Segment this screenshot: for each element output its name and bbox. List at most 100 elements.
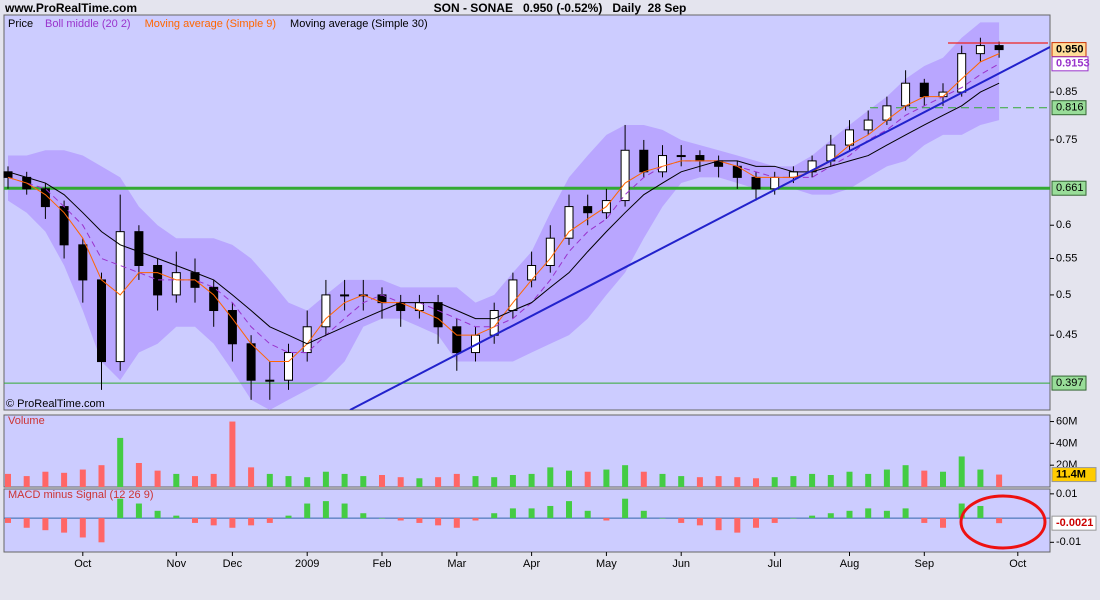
- bar: [640, 510, 647, 519]
- bar: [809, 515, 816, 519]
- level-box: [1051, 100, 1087, 116]
- last-value-box: [1051, 467, 1097, 483]
- bar: [509, 475, 516, 487]
- candle-body: [751, 176, 761, 190]
- bar: [322, 501, 329, 519]
- bar: [322, 471, 329, 487]
- bar: [341, 473, 348, 487]
- bar: [940, 471, 946, 487]
- candle-body: [115, 231, 125, 363]
- bar: [696, 518, 703, 526]
- bar: [734, 518, 741, 533]
- bar: [790, 476, 797, 487]
- candle-body: [639, 149, 649, 173]
- x-tick-label: Feb: [373, 558, 392, 570]
- bar: [360, 476, 367, 487]
- bar: [977, 469, 984, 487]
- bar: [210, 518, 217, 526]
- last-value-box: [1051, 515, 1097, 531]
- bar: [921, 518, 928, 523]
- bar: [135, 503, 142, 519]
- indicator-line: [7, 63, 1000, 354]
- y-tick-label: -0.01: [1056, 536, 1081, 548]
- candle-body: [527, 265, 537, 281]
- x-tick-label: Aug: [840, 558, 860, 570]
- indicator-box: [1051, 56, 1089, 72]
- bar: [790, 518, 797, 519]
- highlight-circle: [959, 494, 1047, 550]
- site-name: www.ProRealTime.com: [4, 1, 137, 15]
- bar: [397, 477, 404, 487]
- panel-title: MACD minus Signal (12 26 9): [8, 489, 154, 501]
- bar: [173, 473, 180, 487]
- bar: [360, 513, 367, 519]
- candle-body: [134, 231, 144, 267]
- bar: [42, 471, 49, 487]
- bar: [921, 470, 928, 487]
- bar: [229, 421, 236, 487]
- bar: [435, 518, 442, 526]
- panel-title: Volume: [8, 415, 45, 427]
- y-tick-label: 60M: [1056, 415, 1077, 427]
- bar: [622, 498, 629, 519]
- trend-line: [349, 46, 1050, 410]
- bar: [341, 503, 348, 519]
- bar: [248, 467, 255, 487]
- bar: [865, 508, 872, 519]
- y-tick-label: 0.75: [1056, 134, 1077, 146]
- y-tick-label: 0.6: [1056, 219, 1071, 231]
- candle-body: [302, 326, 312, 354]
- candle-body: [901, 82, 911, 107]
- bar: [416, 478, 423, 487]
- bar: [379, 518, 385, 519]
- bar: [603, 518, 610, 521]
- bar: [771, 518, 778, 523]
- bar: [528, 473, 535, 487]
- bar: [846, 471, 853, 487]
- candle-body: [564, 206, 574, 239]
- bar: [61, 518, 68, 533]
- candle-body: [583, 206, 593, 214]
- x-tick-label: Oct: [1009, 558, 1026, 570]
- bar: [584, 510, 591, 519]
- candle-body: [171, 272, 181, 296]
- legend-entry: Moving average (Simple 30): [290, 18, 428, 30]
- bar: [640, 471, 647, 487]
- bar: [940, 518, 946, 528]
- bar: [5, 518, 11, 523]
- bar: [453, 518, 460, 528]
- level-box: [1051, 375, 1087, 391]
- level-label: 0.661: [1056, 182, 1084, 194]
- bar: [192, 476, 198, 487]
- candle-body: [340, 294, 350, 297]
- candle-body: [845, 129, 854, 146]
- bar: [248, 518, 255, 526]
- x-tick-label: Mar: [447, 558, 466, 570]
- bar: [809, 473, 816, 487]
- bar: [304, 503, 311, 519]
- bar: [266, 518, 273, 523]
- bar: [547, 467, 554, 487]
- x-tick-label: Apr: [523, 558, 540, 570]
- bar: [996, 518, 1003, 524]
- candle-body: [433, 302, 443, 328]
- candle-body: [321, 294, 331, 328]
- y-tick-label: 0.55: [1056, 252, 1077, 264]
- bar: [98, 465, 105, 487]
- bar: [79, 518, 86, 538]
- legend-price: Price: [8, 18, 33, 30]
- indicator-label: 0.9153: [1056, 58, 1090, 70]
- bar: [958, 503, 965, 519]
- bar: [659, 473, 666, 487]
- y-tick-label: 0.01: [1056, 488, 1077, 500]
- candle-body: [284, 352, 293, 381]
- page-title: SON - SONAE 0.950 (-0.52%) Daily 28 Sep: [434, 1, 687, 15]
- bar: [902, 508, 909, 519]
- bar: [61, 472, 68, 487]
- candle-body: [209, 286, 219, 312]
- bar: [210, 473, 217, 487]
- bar: [379, 475, 385, 487]
- bar: [135, 463, 142, 487]
